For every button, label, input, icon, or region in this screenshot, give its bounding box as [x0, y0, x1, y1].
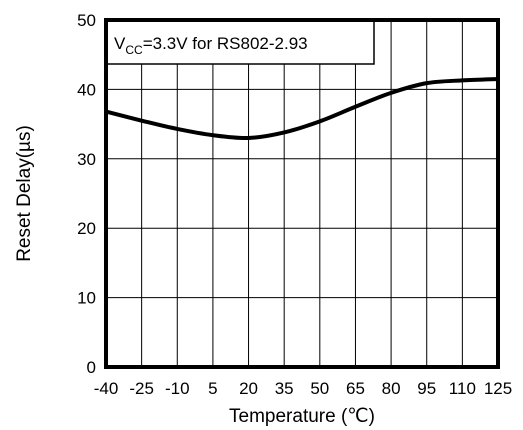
y-tick-label: 30 — [77, 150, 96, 169]
y-tick-label: 10 — [77, 289, 96, 308]
x-tick-label: 125 — [484, 379, 512, 398]
y-tick-label: 0 — [87, 358, 96, 377]
y-tick-label: 50 — [77, 11, 96, 30]
x-tick-label: 110 — [449, 379, 476, 398]
x-tick-label: 5 — [208, 379, 217, 398]
y-axis-title: Reset Delay(µs) — [14, 125, 35, 262]
x-axis-title: Temperature (℃) — [229, 406, 375, 427]
x-tick-label: -40 — [94, 379, 119, 398]
legend: VCC=3.3V for RS802-2.93 — [105, 19, 375, 65]
x-tick-label: -25 — [129, 379, 154, 398]
x-tick-label: 95 — [417, 379, 436, 398]
annotation-subscript: CC — [125, 43, 143, 57]
legend-annotation: VCC=3.3V for RS802-2.93 — [114, 34, 308, 57]
x-tick-label: 35 — [275, 379, 294, 398]
series-layer — [105, 76, 499, 141]
x-tick-label: 20 — [239, 379, 258, 398]
annotation-suffix: =3.3V for RS802-2.93 — [143, 34, 308, 53]
annotation-prefix: V — [114, 34, 126, 53]
x-tick-label: 50 — [310, 379, 329, 398]
y-tick-label: 40 — [77, 80, 96, 99]
y-tick-label: 20 — [77, 219, 96, 238]
x-tick-labels: -40 -25 -10 5 20 35 50 65 80 95 110 125 — [94, 379, 512, 398]
x-tick-label: 65 — [346, 379, 365, 398]
series-line — [105, 76, 499, 141]
plot-frame — [104, 18, 500, 369]
x-tick-label: -10 — [165, 379, 190, 398]
grid-lines — [105, 19, 499, 368]
x-tick-label: 80 — [382, 379, 401, 398]
y-tick-labels: 0 10 20 30 40 50 — [77, 11, 96, 377]
